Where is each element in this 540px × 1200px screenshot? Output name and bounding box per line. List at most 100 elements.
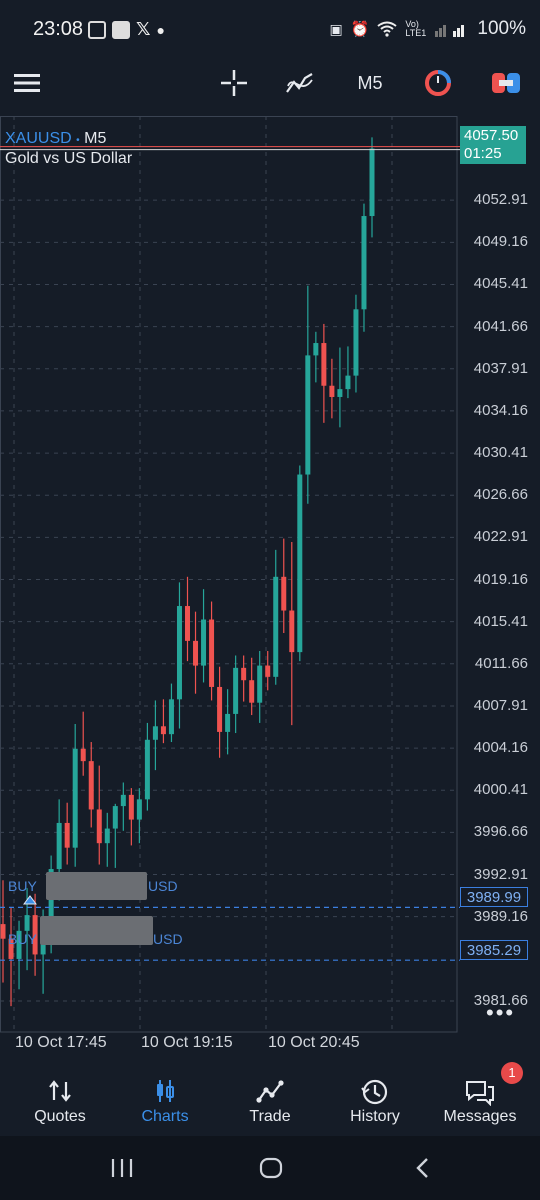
- candle-bullish: [361, 216, 367, 310]
- messages-badge: 1: [501, 1062, 523, 1084]
- candle-bullish: [24, 915, 30, 931]
- redacted-volume-1: [46, 872, 147, 900]
- nav-label: Charts: [141, 1108, 189, 1125]
- buy-entry-marker: [23, 895, 37, 905]
- nav-history[interactable]: History: [321, 1076, 429, 1136]
- candle-bearish: [193, 640, 199, 666]
- bybit-icon: [112, 20, 130, 39]
- price-axis-label: 4045.41: [473, 275, 528, 293]
- price-axis-label: 4037.91: [473, 359, 528, 377]
- candle-bullish: [120, 794, 126, 807]
- candle-bullish: [112, 806, 118, 829]
- candle-bearish: [265, 665, 271, 677]
- candle-bearish: [209, 619, 215, 687]
- position-price-tag-1[interactable]: 3989.99: [460, 887, 528, 907]
- price-axis-label: 4004.16: [473, 739, 528, 757]
- position-label-1[interactable]: BUY: [8, 878, 37, 894]
- hamburger-icon[interactable]: [12, 66, 42, 100]
- nav-label: Trade: [249, 1108, 291, 1125]
- volte-label: Vo) LTE1: [405, 19, 427, 38]
- more-options-icon[interactable]: •••: [486, 1000, 516, 1025]
- price-axis-label: 4049.16: [473, 233, 528, 251]
- nav-label: History: [350, 1108, 400, 1125]
- candle-bearish: [241, 667, 247, 681]
- symbol-description: Gold vs US Dollar: [5, 150, 133, 167]
- plot-frame: [0, 116, 458, 1033]
- signal-icon: [435, 25, 465, 37]
- price-axis-label: 4007.91: [473, 696, 528, 714]
- position-label-2[interactable]: BUY: [8, 931, 37, 947]
- timeframe-button[interactable]: M5: [357, 72, 383, 93]
- chart-symbol: XAUUSD • M5: [5, 130, 106, 148]
- nav-trade[interactable]: Trade: [216, 1076, 324, 1136]
- price-axis-label: 4015.41: [473, 612, 528, 630]
- charts-icon: [157, 1080, 174, 1102]
- price-axis-label: 4052.91: [473, 191, 528, 209]
- candle-bearish: [329, 385, 335, 397]
- current-price-tag: 4057.50 01:25: [460, 126, 526, 164]
- candle-bullish: [176, 606, 182, 700]
- current-price: 4057.50: [464, 127, 519, 144]
- candle-bearish: [321, 343, 327, 386]
- candle-bearish: [289, 610, 295, 653]
- home-icon[interactable]: [259, 1157, 283, 1179]
- status-right: ▣ ⏰ Vo) LTE1 100%: [329, 18, 526, 40]
- messages-icon: [466, 1081, 494, 1106]
- nav-charts[interactable]: Charts: [111, 1076, 219, 1136]
- alarm-icon: ⏰: [350, 21, 370, 38]
- candle-bullish: [353, 309, 359, 376]
- price-axis-label: 4034.16: [473, 401, 528, 419]
- candle-bullish: [136, 799, 142, 820]
- nav-label: Quotes: [34, 1108, 86, 1125]
- candle-bearish: [32, 915, 38, 955]
- crosshair-icon[interactable]: [218, 66, 250, 100]
- candle-bearish: [281, 576, 287, 611]
- time-label-1: 10 Oct 17:45: [15, 1034, 107, 1051]
- price-axis-label: 3992.91: [473, 865, 528, 883]
- position-type: BUY: [8, 878, 37, 894]
- nav-quotes[interactable]: Quotes: [6, 1076, 114, 1136]
- symbol-name: XAUUSD: [5, 130, 72, 147]
- price-axis-label: 4041.66: [473, 317, 528, 335]
- price-axis-label: 4000.41: [473, 781, 528, 799]
- symbol-separator: •: [76, 135, 80, 146]
- candle-bearish: [88, 761, 94, 810]
- candle-bullish: [144, 739, 150, 800]
- candle-bearish: [249, 680, 255, 703]
- objects-icon[interactable]: [422, 66, 454, 100]
- price-axis-label: 4030.41: [473, 444, 528, 462]
- candle-bullish: [369, 148, 375, 217]
- candle-bearish: [160, 726, 166, 735]
- candle-bearish: [128, 794, 134, 820]
- recents-icon[interactable]: [110, 1158, 134, 1178]
- gallery-icon: [88, 20, 106, 39]
- candle-bullish: [345, 375, 351, 390]
- one-click-trade-icon[interactable]: [490, 66, 522, 100]
- price-axis-label: 3996.66: [473, 823, 528, 841]
- candle-bullish: [297, 474, 303, 653]
- price-chart[interactable]: XAUUSD • M5 Gold vs US Dollar 4057.50 01…: [0, 116, 540, 1076]
- candle-bullish: [56, 822, 62, 870]
- candle-bullish: [201, 619, 207, 666]
- candle-bullish: [225, 713, 231, 732]
- candle-bullish: [16, 930, 22, 959]
- candle-bullish: [152, 726, 158, 740]
- status-bar: 23:08 𝕏 ● ▣ ⏰ Vo) LTE1 100%: [0, 0, 540, 58]
- position-price-tag-2[interactable]: 3985.29: [460, 940, 528, 960]
- price-axis-label: 4011.66: [474, 654, 528, 672]
- nav-messages[interactable]: 1 Messages: [426, 1062, 534, 1136]
- back-icon[interactable]: [414, 1157, 430, 1179]
- price-axis-label: 4019.16: [473, 570, 528, 588]
- vpn-icon: ▣: [329, 20, 343, 37]
- chart-canvas[interactable]: [0, 116, 540, 1076]
- x-icon: 𝕏: [136, 19, 151, 39]
- position-type: BUY: [8, 931, 37, 947]
- bar-countdown: 01:25: [464, 145, 502, 162]
- candle-bullish: [168, 699, 174, 735]
- candle-bullish: [337, 389, 343, 397]
- candle-bullish: [72, 748, 78, 848]
- nav-label: Messages: [443, 1108, 517, 1125]
- price-axis-label: 3981.66: [473, 991, 528, 1009]
- indicators-icon[interactable]: [284, 66, 316, 100]
- candle-bullish: [273, 576, 279, 677]
